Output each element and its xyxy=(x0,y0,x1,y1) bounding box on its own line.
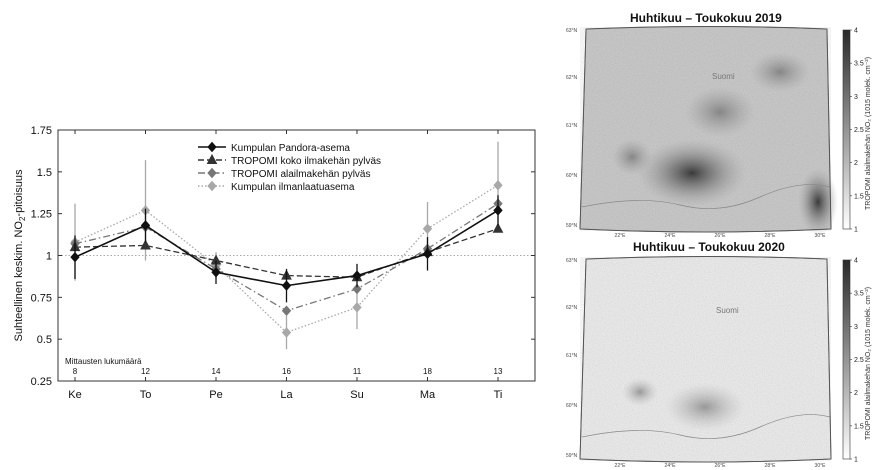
y-tick-label: 0.5 xyxy=(37,334,52,346)
lat-label: 60°N xyxy=(566,403,578,409)
lon-label: 24°E xyxy=(665,233,677,239)
colorbar-tick-label: 3.5 xyxy=(854,291,864,298)
legend-label: Kumpulan Pandora-asema xyxy=(231,143,350,154)
x-tick-label: La xyxy=(280,389,293,401)
x-tick-label: Pe xyxy=(209,389,222,401)
map-2019: 63°N 62°N 61°N 60°N 59°N 22°E 24°E 26°E 28°E 30°E… xyxy=(566,27,864,240)
count-label: 12 xyxy=(141,367,150,376)
colorbar-tick-label: 1.5 xyxy=(854,423,864,430)
lon-label: 30°E xyxy=(815,233,827,239)
y-tick-label: 1.25 xyxy=(31,209,52,221)
y-tick-label: 0.25 xyxy=(31,376,52,388)
count-label: 16 xyxy=(282,367,291,376)
lon-label: 30°E xyxy=(815,463,827,469)
map-2020-title: Huhtikuu – Toukokuu 2020 xyxy=(633,240,785,254)
lon-label: 22°E xyxy=(615,463,627,469)
colorbar-tick-label: 4 xyxy=(854,258,858,265)
y-tick-label: 1 xyxy=(46,251,52,263)
lon-label: 28°E xyxy=(765,233,777,239)
colorbar-tick-label: 2 xyxy=(854,390,858,397)
map-2019-place-label: Suomi xyxy=(712,72,735,81)
y-tick-label: 0.75 xyxy=(31,292,52,304)
hotspot-west-area xyxy=(622,378,658,406)
hotspot-north-area xyxy=(750,52,810,92)
lat-label: 63°N xyxy=(566,28,578,34)
colorbar-tick-label: 3 xyxy=(854,324,858,331)
lat-label: 63°N xyxy=(566,258,578,264)
hotspot-helsinki-area xyxy=(665,383,745,431)
lat-label: 61°N xyxy=(566,123,578,129)
count-label: 13 xyxy=(494,367,503,376)
lat-label: 59°N xyxy=(566,453,578,459)
colorbar-tick-label: 4 xyxy=(854,28,858,35)
colorbar-tick-label: 1 xyxy=(854,457,858,464)
counts-title: Mittausten lukumäärä xyxy=(65,357,142,366)
lon-label: 26°E xyxy=(715,233,727,239)
hotspot-east-area xyxy=(798,168,838,236)
map-2019-colorbar-label: TROPOMI alailmakehän NO₂ (1015 molek. cm… xyxy=(864,57,872,210)
colorbar-tick-label: 2.5 xyxy=(854,127,864,134)
colorbar-tick-label: 1.5 xyxy=(854,193,864,200)
colorbar-tick-label: 3 xyxy=(854,94,858,101)
x-tick-label: Su xyxy=(350,389,363,401)
count-label: 18 xyxy=(423,367,432,376)
x-tick-label: Ke xyxy=(68,389,81,401)
colorbar-tick-label: 2 xyxy=(854,160,858,167)
colorbar-tick-label: 3.5 xyxy=(854,61,864,68)
hotspot-central-area xyxy=(685,87,755,137)
map-2020-colorbar xyxy=(843,260,850,459)
map-2020: 63°N 62°N 61°N 60°N 59°N 22°E 24°E 26°E 28°E 30°E… xyxy=(566,257,864,470)
map-2019-title: Huhtikuu – Toukokuu 2019 xyxy=(630,11,782,25)
hotspot-helsinki-area xyxy=(637,139,747,207)
lat-label: 59°N xyxy=(566,223,578,229)
lat-label: 62°N xyxy=(566,305,578,311)
x-tick-label: Ma xyxy=(420,389,436,401)
lat-label: 60°N xyxy=(566,173,578,179)
map-2020-place-label: Suomi xyxy=(716,306,739,315)
count-label: 14 xyxy=(212,367,221,376)
lon-label: 24°E xyxy=(665,463,677,469)
y-tick-label: 1.5 xyxy=(37,167,52,179)
lon-label: 28°E xyxy=(765,463,777,469)
map-2019-colorbar xyxy=(843,30,850,229)
lat-label: 61°N xyxy=(566,353,578,359)
x-tick-label: To xyxy=(140,389,152,401)
legend-label: TROPOMI alailmakehän pylväs xyxy=(231,169,371,180)
colorbar-tick-label: 1 xyxy=(854,227,858,234)
lat-label: 62°N xyxy=(566,75,578,81)
count-label: 11 xyxy=(353,367,362,376)
lon-label: 26°E xyxy=(715,463,727,469)
lon-label: 22°E xyxy=(615,233,627,239)
hotspot-west-area xyxy=(612,139,652,175)
x-tick-label: Ti xyxy=(494,389,503,401)
colorbar-tick-label: 2.5 xyxy=(854,357,864,364)
map-2020-colorbar-label: TROPOMI alailmakehän NO₂ (1015 molek. cm… xyxy=(864,287,872,440)
legend-label: TROPOMI koko ilmakehän pylväs xyxy=(231,156,381,167)
y-tick-label: 1.75 xyxy=(31,125,52,137)
legend-label: Kumpulan ilmanlaatuasema xyxy=(231,182,355,193)
count-label: 8 xyxy=(73,367,78,376)
y-axis-label: Suhteellinen keskim. NO2-pitoisuus xyxy=(13,169,27,341)
